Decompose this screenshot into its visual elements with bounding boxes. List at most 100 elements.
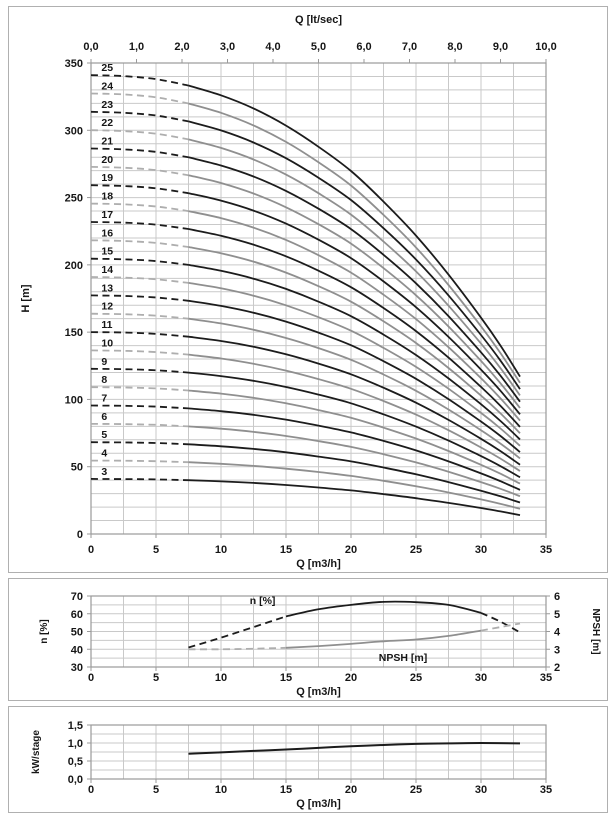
x-tick-label: 0 (88, 784, 94, 796)
curve-stage-23-dashed (90, 110, 189, 123)
x-tick-label: 5 (153, 544, 159, 556)
top-tick-label: 9,0 (493, 41, 508, 53)
top-tick-label: 8,0 (447, 41, 462, 53)
power-chart: 0 5 10 15 20 25 30 35 Q [m3/h] 0,0 0,5 1,0 1,5 kW/sta… (31, 720, 552, 810)
y-axis-title: H [m] (20, 284, 32, 312)
top-tick-label: 2,0 (174, 41, 189, 53)
stage-label-15: 15 (101, 246, 113, 258)
top-tick-label: 10,0 (535, 41, 556, 53)
left-tick-label: 30 (71, 662, 83, 674)
curve-stage-17-dashed (90, 221, 189, 230)
annotation-1: NPSH [m] (379, 652, 427, 664)
curve-stage-14-dashed (90, 276, 189, 284)
series-efficiency-dashed-low (188, 615, 287, 649)
right-tick-label: 5 (554, 609, 560, 621)
curve-stage-9-solid (188, 371, 521, 479)
stage-label-3: 3 (101, 466, 107, 478)
top-tick-label: 7,0 (402, 41, 417, 53)
x-tick-label: 20 (345, 784, 357, 796)
x-tick-label: 30 (475, 672, 487, 684)
stage-label-19: 19 (101, 172, 113, 184)
curve-stage-5-dashed (90, 441, 189, 446)
stage-label-17: 17 (101, 209, 113, 221)
curve-stage-3-dashed (90, 478, 189, 482)
series-npsh-dashed-low (188, 646, 287, 651)
curve-stage-3-solid (188, 479, 521, 516)
curve-stage-10-dashed (90, 349, 189, 356)
x-tick-label: 30 (475, 784, 487, 796)
y-tick-label: 350 (65, 58, 83, 70)
x-tick-label: 0 (88, 544, 94, 556)
head-curves-chart: 0 5 10 15 20 25 30 35Q [m3/h]050100150200250300… (20, 14, 557, 570)
x-tick-label: 10 (215, 784, 227, 796)
curve-stage-13-solid (188, 299, 521, 453)
top-tick-label: 3,0 (220, 41, 235, 53)
series-npsh-dashed-high (480, 622, 521, 632)
curve-stage-15-solid (188, 264, 521, 441)
curve-stage-18-dashed (90, 202, 189, 212)
curve-stage-6-solid (188, 425, 521, 498)
y-tick-label: 0,0 (68, 774, 83, 786)
left-tick-label: 50 (71, 627, 83, 639)
x-tick-label: 20 (345, 544, 357, 556)
curve-stage-13-dashed (90, 294, 189, 302)
y-tick-label: 0 (77, 529, 83, 541)
stage-label-18: 18 (101, 191, 113, 203)
curve-stage-8-dashed (90, 386, 189, 392)
stage-label-20: 20 (101, 154, 113, 166)
curve-stage-19-dashed (90, 184, 189, 195)
stage-label-12: 12 (101, 301, 113, 313)
y-tick-label: 300 (65, 125, 83, 137)
curve-stage-17-solid (188, 228, 521, 428)
curve-stage-20-solid (188, 174, 521, 409)
right-tick-label: 6 (554, 591, 560, 603)
y-tick-label: 250 (65, 193, 83, 205)
curve-stage-16-dashed (90, 239, 189, 248)
top-axis-title: Q [lt/sec] (295, 14, 342, 26)
curve-stage-15-dashed (90, 257, 189, 266)
curve-stage-12-solid (188, 317, 521, 460)
x-axis-title: Q [m3/h] (296, 558, 341, 570)
top-tick-label: 5,0 (311, 41, 326, 53)
curve-stage-4-solid (188, 461, 521, 510)
curve-stage-9-dashed (90, 367, 189, 374)
x-tick-label: 25 (410, 544, 422, 556)
y-tick-label: 150 (65, 327, 83, 339)
x-tick-label: 20 (345, 672, 357, 684)
x-tick-label: 0 (88, 672, 94, 684)
y-axis-title: kW/stage (31, 730, 42, 774)
right-tick-label: 3 (554, 644, 560, 656)
power-panel: 0 5 10 15 20 25 30 35 Q [m3/h] 0,0 0,5 1,0 1,5 kW/sta… (8, 706, 608, 813)
curve-stage-14-solid (188, 282, 521, 447)
stage-label-16: 16 (101, 227, 113, 239)
curve-stage-19-solid (188, 192, 521, 415)
curve-stage-4-dashed (90, 459, 189, 464)
x-tick-label: 5 (153, 784, 159, 796)
stage-label-6: 6 (101, 411, 107, 423)
curve-stage-7-dashed (90, 404, 189, 410)
x-tick-label: 10 (215, 544, 227, 556)
top-tick-label: 0,0 (83, 41, 98, 53)
curve-stage-8-solid (188, 389, 521, 485)
left-tick-label: 70 (71, 591, 83, 603)
stage-label-22: 22 (101, 117, 113, 129)
stage-label-9: 9 (101, 356, 107, 368)
curve-stage-5-solid (188, 443, 521, 504)
curve-stage-22-dashed (90, 129, 189, 141)
head-curves-panel: 0 5 10 15 20 25 30 35 Q [m3/h] 0 50 100 150 200 250 300… (8, 6, 608, 573)
x-axis-title: Q [m3/h] (296, 798, 341, 810)
curve-stage-16-solid (188, 246, 521, 434)
stage-label-23: 23 (101, 99, 113, 111)
stage-label-7: 7 (101, 393, 107, 405)
x-axis-title: Q [m3/h] (296, 686, 341, 698)
stage-label-5: 5 (101, 429, 107, 441)
series-efficiency-dashed-high (480, 612, 521, 634)
x-tick-label: 30 (475, 544, 487, 556)
x-tick-label: 10 (215, 672, 227, 684)
efficiency-npsh-panel: 0 5 10 15 20 25 30 35 Q [m3/h] 30 40 50 60 70 2 3 4 5 6 n [… (8, 578, 608, 701)
y-tick-label: 100 (65, 394, 83, 406)
stage-label-13: 13 (101, 282, 113, 294)
curve-stage-10-solid (188, 353, 521, 472)
curve-stage-23-solid (188, 120, 521, 390)
y-tick-label: 1,5 (68, 720, 83, 732)
